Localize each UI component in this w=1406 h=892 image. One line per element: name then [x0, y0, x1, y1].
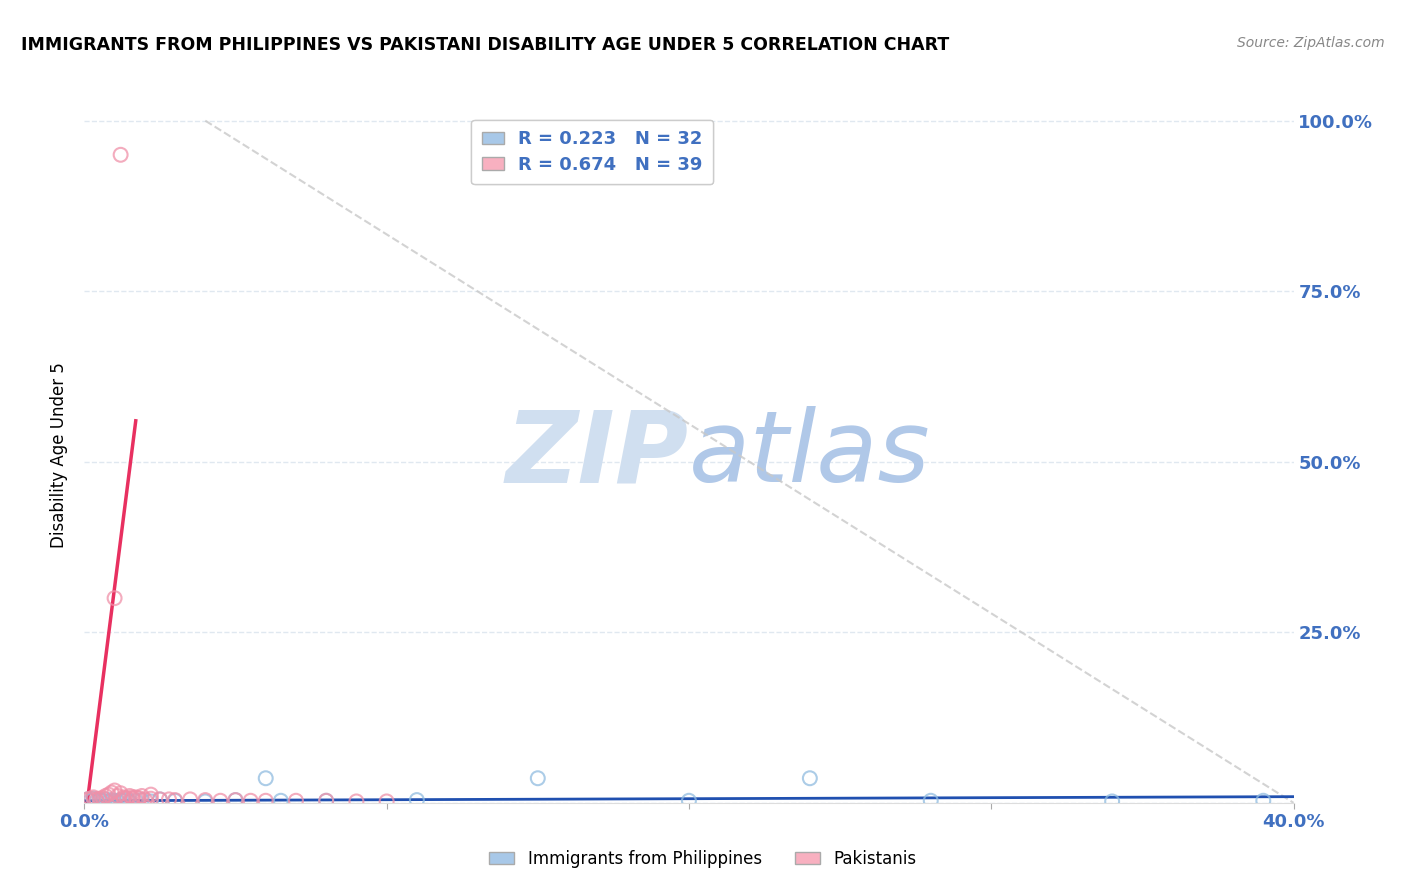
Point — [121, 791, 143, 805]
Point — [89, 793, 111, 807]
Point — [97, 794, 120, 808]
Point — [82, 791, 104, 805]
Point — [121, 790, 143, 805]
Point — [118, 794, 141, 808]
Point — [375, 794, 398, 808]
Point — [107, 789, 129, 803]
Point — [104, 591, 127, 606]
Point — [115, 791, 138, 805]
Point — [678, 794, 700, 808]
Point — [112, 790, 135, 805]
Point — [118, 789, 141, 803]
Point — [165, 793, 187, 807]
Point — [125, 790, 148, 805]
Point — [82, 790, 104, 805]
Point — [1253, 794, 1275, 808]
Point — [139, 791, 162, 805]
Point — [254, 771, 277, 785]
Point — [91, 794, 114, 808]
Point — [315, 794, 337, 808]
Point — [920, 794, 942, 808]
Y-axis label: Disability Age Under 5: Disability Age Under 5 — [51, 362, 69, 548]
Point — [139, 788, 162, 802]
Point — [76, 792, 98, 806]
Point — [115, 792, 138, 806]
Point — [254, 794, 277, 808]
Point — [128, 791, 150, 805]
Point — [209, 794, 232, 808]
Point — [97, 788, 120, 802]
Point — [94, 792, 117, 806]
Point — [107, 794, 129, 808]
Point — [94, 789, 117, 803]
Point — [139, 794, 162, 808]
Point — [100, 793, 122, 807]
Point — [239, 794, 262, 808]
Text: ZIP: ZIP — [506, 407, 689, 503]
Point — [110, 793, 132, 807]
Point — [134, 792, 156, 806]
Point — [100, 786, 122, 800]
Point — [149, 792, 172, 806]
Point — [149, 792, 172, 806]
Text: Source: ZipAtlas.com: Source: ZipAtlas.com — [1237, 36, 1385, 50]
Text: IMMIGRANTS FROM PHILIPPINES VS PAKISTANI DISABILITY AGE UNDER 5 CORRELATION CHAR: IMMIGRANTS FROM PHILIPPINES VS PAKISTANI… — [21, 36, 949, 54]
Legend: Immigrants from Philippines, Pakistanis: Immigrants from Philippines, Pakistanis — [482, 844, 924, 875]
Point — [110, 786, 132, 800]
Point — [225, 793, 247, 807]
Point — [125, 794, 148, 808]
Text: atlas: atlas — [689, 407, 931, 503]
Point — [315, 794, 337, 808]
Point — [76, 792, 98, 806]
Point — [91, 791, 114, 805]
Point — [346, 794, 368, 808]
Point — [225, 793, 247, 807]
Point — [1101, 794, 1123, 808]
Point — [799, 771, 821, 785]
Point — [194, 794, 217, 808]
Point — [179, 792, 201, 806]
Point — [79, 794, 101, 808]
Point — [131, 789, 153, 803]
Point — [285, 794, 308, 808]
Point — [86, 792, 108, 806]
Point — [131, 793, 153, 807]
Point — [270, 794, 292, 808]
Point — [104, 794, 127, 808]
Point — [112, 791, 135, 805]
Point — [194, 793, 217, 807]
Point — [104, 783, 127, 797]
Legend: R = 0.223   N = 32, R = 0.674   N = 39: R = 0.223 N = 32, R = 0.674 N = 39 — [471, 120, 713, 185]
Point — [165, 794, 187, 808]
Point — [527, 771, 550, 785]
Point — [86, 794, 108, 808]
Point — [89, 791, 111, 805]
Point — [406, 793, 429, 807]
Point — [110, 148, 132, 162]
Point — [79, 791, 101, 805]
Point — [112, 794, 135, 808]
Point — [157, 792, 180, 806]
